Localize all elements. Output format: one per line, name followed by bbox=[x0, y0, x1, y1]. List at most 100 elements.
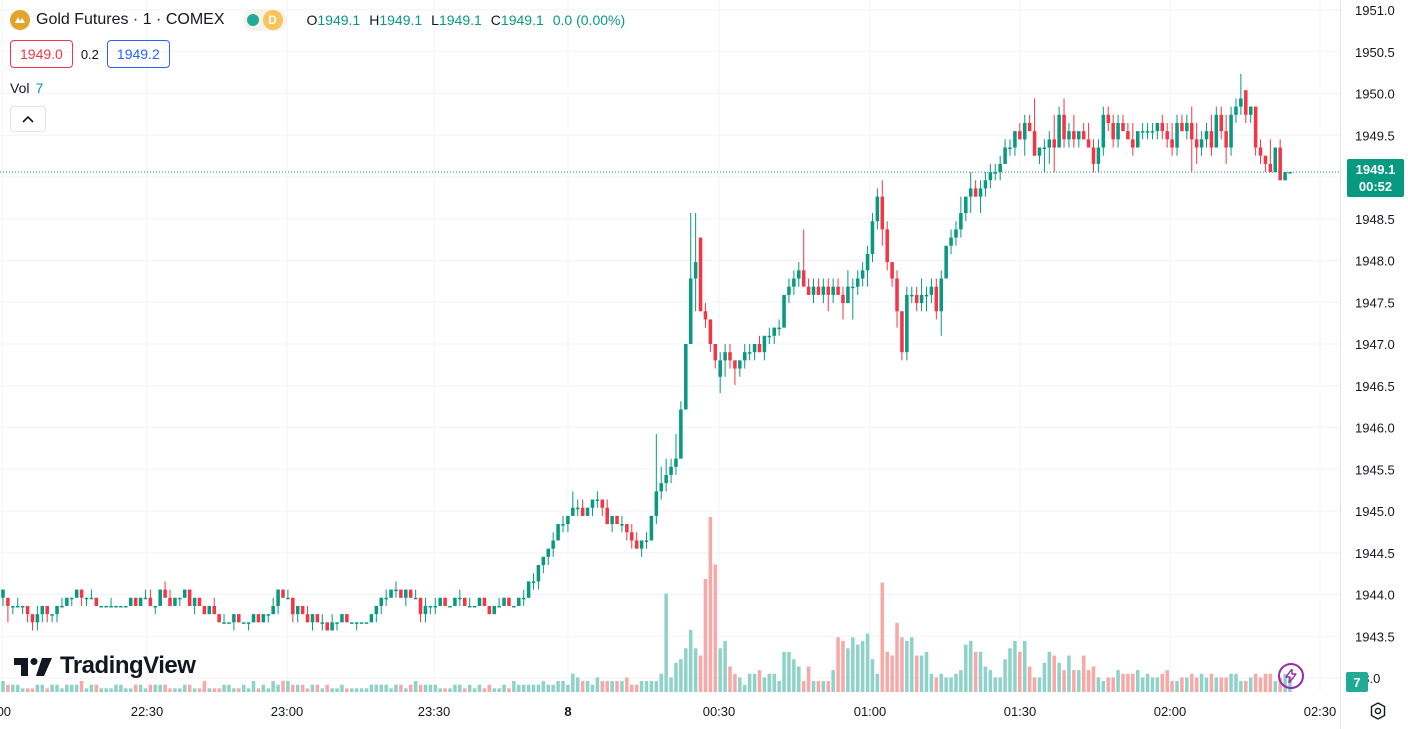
candle-body bbox=[413, 597, 418, 600]
delayed-badge[interactable]: D bbox=[262, 10, 283, 30]
price-axis[interactable]: 1951.01950.51950.01949.51949.01948.51948… bbox=[1355, 3, 1395, 686]
candle-body bbox=[767, 335, 772, 338]
volume-bar bbox=[187, 684, 192, 692]
volume-bar bbox=[772, 673, 776, 692]
volume-bar bbox=[747, 673, 752, 692]
volume-bar bbox=[443, 688, 447, 692]
volume-bar bbox=[728, 666, 732, 692]
candle-body bbox=[1244, 90, 1248, 115]
volume-bar bbox=[305, 688, 310, 692]
tradingview-logo[interactable]: TradingView bbox=[14, 652, 196, 680]
volume-bar bbox=[384, 684, 388, 692]
candle-body bbox=[65, 597, 69, 606]
volume-bar bbox=[806, 666, 811, 692]
time-axis[interactable]: :00 22:30 23:00 23:30 8 00:30 01:00 01:30 02:00 0… bbox=[0, 704, 1336, 719]
volume-bar bbox=[65, 684, 69, 692]
candle-body bbox=[1204, 131, 1209, 140]
gear-icon[interactable] bbox=[1368, 701, 1388, 721]
sell-button[interactable]: 1949.0 bbox=[10, 40, 73, 68]
candle-body bbox=[472, 605, 477, 608]
volume-bar bbox=[241, 684, 246, 692]
candle-body bbox=[300, 605, 305, 615]
candle-body bbox=[286, 597, 290, 600]
candle-body bbox=[1135, 131, 1140, 148]
volume-bar bbox=[1150, 677, 1155, 692]
candle-body bbox=[708, 319, 713, 344]
candle-body bbox=[207, 605, 212, 615]
volume-bar bbox=[546, 684, 551, 692]
candle-body bbox=[1131, 139, 1135, 148]
candle-body bbox=[1018, 131, 1022, 140]
volume-bar bbox=[875, 673, 880, 692]
candle-body bbox=[1037, 147, 1042, 156]
volume-bar bbox=[477, 684, 482, 692]
volume-bar bbox=[148, 684, 153, 692]
volume-bar bbox=[521, 684, 526, 692]
candle-body bbox=[35, 614, 40, 623]
volume-bar bbox=[988, 670, 993, 692]
candle-body bbox=[649, 515, 654, 541]
buy-button[interactable]: 1949.2 bbox=[106, 40, 170, 68]
candle-body bbox=[625, 524, 629, 533]
candle-body bbox=[723, 352, 727, 361]
candle-body bbox=[865, 253, 870, 271]
volume-bar bbox=[315, 684, 320, 692]
candle-body bbox=[772, 327, 776, 336]
volume-bar bbox=[99, 688, 104, 692]
candle-body bbox=[55, 605, 59, 615]
candle-body bbox=[364, 622, 369, 624]
candle-body bbox=[909, 294, 914, 297]
candle-body bbox=[1, 589, 5, 598]
spread-value: 0.2 bbox=[80, 46, 99, 62]
quote-row: 1949.0 0.2 1949.2 bbox=[10, 40, 170, 68]
candle-body bbox=[11, 605, 15, 608]
candle-body bbox=[841, 294, 845, 304]
candle-body bbox=[128, 597, 133, 606]
volume-bar bbox=[1140, 677, 1145, 692]
candle-body bbox=[222, 622, 226, 624]
volume-bar bbox=[939, 673, 944, 692]
grid-lines bbox=[0, 0, 1341, 729]
market-status[interactable]: D bbox=[242, 9, 287, 31]
volume-bar bbox=[1101, 681, 1106, 692]
candle-body bbox=[1209, 131, 1214, 148]
volume-bar bbox=[404, 688, 408, 692]
candle-body bbox=[94, 597, 99, 606]
symbol-title[interactable]: Gold Futures · 1 · COMEX bbox=[36, 11, 225, 28]
candle-body bbox=[70, 597, 74, 600]
price-tick-label: 1944.5 bbox=[1355, 546, 1395, 561]
ohlc-high: 1949.1 bbox=[379, 12, 423, 28]
candle-body bbox=[644, 540, 649, 542]
volume-label: Vol bbox=[10, 80, 30, 96]
volume-legend[interactable]: Vol 7 bbox=[10, 80, 43, 96]
volume-bar bbox=[364, 688, 369, 692]
volume-axis-badge: 7 bbox=[1346, 672, 1368, 692]
volume-bar bbox=[885, 651, 889, 692]
last-price-value: 1949.1 bbox=[1355, 162, 1396, 177]
candle-body bbox=[148, 597, 153, 606]
price-tick-label: 1950.0 bbox=[1355, 87, 1395, 102]
candle-body bbox=[964, 196, 968, 214]
volume-bar bbox=[1042, 662, 1047, 692]
volume-bar bbox=[674, 662, 678, 692]
candle-body bbox=[330, 622, 334, 631]
candle-body bbox=[1042, 147, 1047, 150]
candle-body bbox=[487, 605, 492, 615]
candle-body bbox=[1111, 122, 1115, 140]
volume-bar bbox=[595, 677, 600, 692]
collapse-legend-button[interactable] bbox=[10, 106, 46, 132]
volume-bar bbox=[669, 677, 673, 692]
volume-bar bbox=[320, 688, 325, 692]
volume-bar bbox=[207, 688, 212, 692]
volume-bar bbox=[723, 640, 727, 692]
volume-bar bbox=[1116, 670, 1120, 692]
volume-bar bbox=[752, 673, 757, 692]
candle-body bbox=[846, 286, 850, 304]
volume-bar bbox=[644, 681, 649, 692]
volume-bar bbox=[949, 677, 953, 692]
candle-body bbox=[1145, 131, 1150, 133]
candle-body bbox=[124, 605, 128, 608]
lightning-icon[interactable] bbox=[1278, 663, 1304, 689]
candle-body bbox=[629, 532, 634, 541]
